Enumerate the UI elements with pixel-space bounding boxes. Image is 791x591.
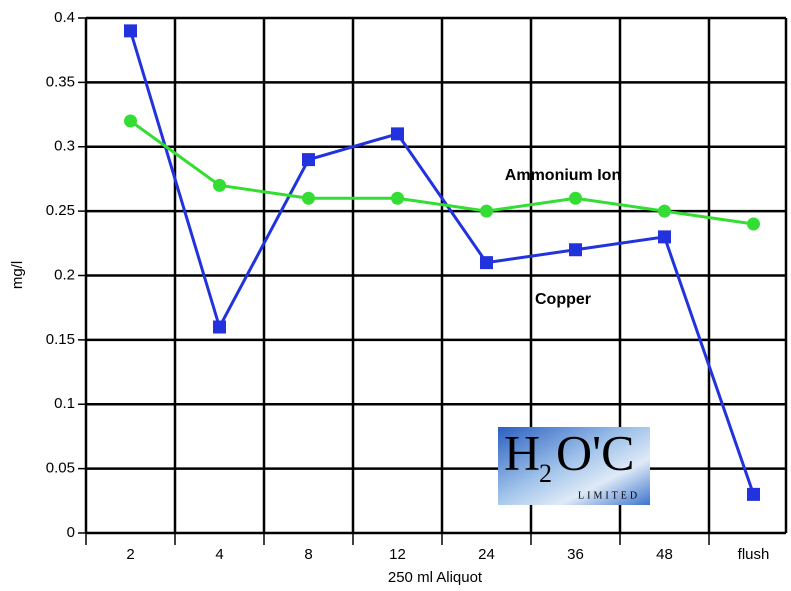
data-point xyxy=(213,321,226,334)
y-tick-label: 0.05 xyxy=(46,460,75,477)
chart: 250 ml Aliquot mg/l 0 0.05 0.1 0.15 0.2 0.25 0… xyxy=(0,0,791,591)
data-point xyxy=(747,488,760,501)
data-point xyxy=(569,192,582,205)
y-tick-label: 0.2 xyxy=(54,266,75,283)
logo-tagline: LIMITED xyxy=(578,490,640,501)
y-tick-label: 0.25 xyxy=(46,202,75,219)
logo-sub: 2 xyxy=(539,459,552,488)
y-axis-label: mg/l xyxy=(9,261,26,289)
data-point xyxy=(569,243,582,256)
data-point xyxy=(302,153,315,166)
y-tick-label: 0.3 xyxy=(54,138,75,155)
x-tick-label: 48 xyxy=(656,546,673,563)
x-tick-label: 12 xyxy=(389,546,406,563)
data-point xyxy=(658,205,671,218)
data-point xyxy=(213,179,226,192)
y-tick-label: 0.4 xyxy=(54,9,75,26)
x-tick-label: 2 xyxy=(126,546,134,563)
logo-rest: O'C xyxy=(556,424,634,480)
data-point xyxy=(480,256,493,269)
data-point xyxy=(302,192,315,205)
y-tick-label: 0.1 xyxy=(54,395,75,412)
logo-h: H xyxy=(504,424,540,480)
series-label: Copper xyxy=(535,291,591,308)
y-tick-label: 0 xyxy=(67,524,75,541)
y-tick-label: 0.35 xyxy=(46,73,75,90)
x-tick-label: 36 xyxy=(567,546,584,563)
data-point xyxy=(124,24,137,37)
x-tick-label: 4 xyxy=(215,546,223,563)
y-tick-label: 0.15 xyxy=(46,331,75,348)
series-label: Ammonium Ion xyxy=(505,167,621,184)
logo: H 2 O'C LIMITED xyxy=(498,424,650,505)
data-point xyxy=(747,218,760,231)
data-point xyxy=(480,205,493,218)
data-point xyxy=(391,127,404,140)
data-point xyxy=(391,192,404,205)
data-point xyxy=(658,230,671,243)
x-tick-label: 8 xyxy=(304,546,312,563)
x-tick-label: 24 xyxy=(478,546,495,563)
x-tick-label: flush xyxy=(738,546,770,563)
x-axis-label: 250 ml Aliquot xyxy=(388,569,483,586)
data-point xyxy=(124,115,137,128)
